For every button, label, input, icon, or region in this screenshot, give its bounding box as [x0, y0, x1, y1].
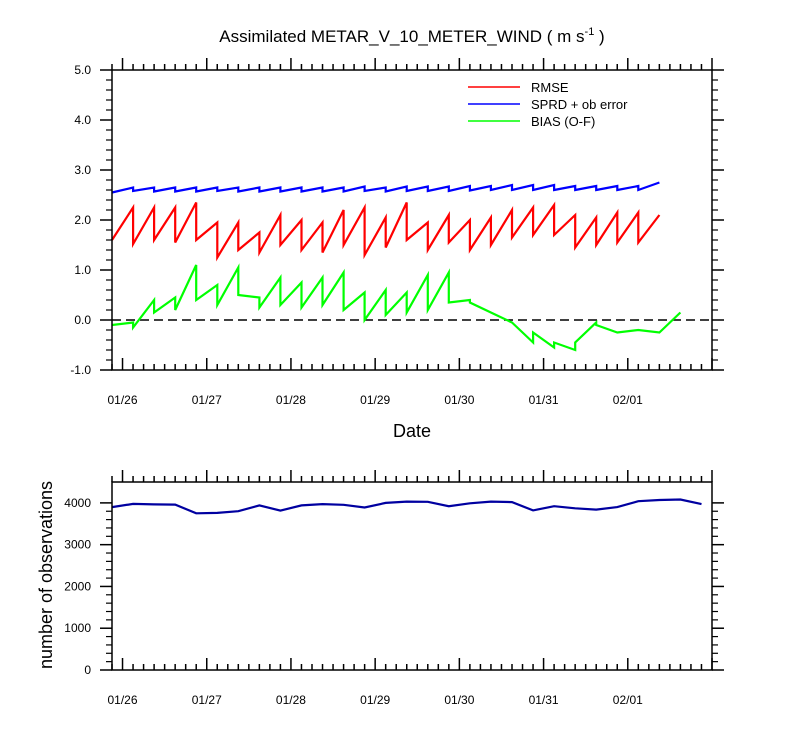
- x-tick-label: 01/28: [276, 693, 306, 707]
- title-text: Assimilated METAR_V_10_METER_WIND ( m s: [219, 27, 584, 46]
- x-tick-label: 01/31: [529, 693, 559, 707]
- bottom-ticks-group: 01/26 01/27 01/28 01/29 01/30 01/31 02/01 0 1000…: [64, 470, 724, 707]
- bottom-plot-frame: [111, 481, 713, 671]
- x-tick-label: 01/30: [444, 393, 474, 407]
- x-tick-label: 02/01: [613, 393, 643, 407]
- legend-label: SPRD + ob error: [531, 97, 628, 112]
- y-tick-label: 0.0: [74, 313, 91, 327]
- y-tick-label: 1.0: [74, 263, 91, 277]
- y-tick-label: 4.0: [74, 113, 91, 127]
- title-superscript: -1: [585, 26, 595, 38]
- series-line-sprd-ob-error: [111, 181, 660, 194]
- x-tick-label: 01/26: [108, 393, 138, 407]
- x-tick-label: 01/29: [360, 393, 390, 407]
- top-plot-frame: [111, 69, 713, 371]
- x-tick-label: 01/29: [360, 693, 390, 707]
- top-series-group: [111, 181, 712, 352]
- bottom-chart-panel: 01/26 01/27 01/28 01/29 01/30 01/31 02/01 0 1000…: [36, 470, 724, 707]
- y-tick-label: 3.0: [74, 163, 91, 177]
- y-tick-label: 1000: [64, 621, 91, 635]
- chart-title: Assimilated METAR_V_10_METER_WIND ( m s-…: [219, 26, 604, 46]
- y-tick-label: 0: [84, 663, 91, 677]
- series-line-number-of-observations: [111, 498, 702, 515]
- y-tick-label: 5.0: [74, 63, 91, 77]
- title-suffix: ): [594, 27, 604, 46]
- y-axis-label: number of observations: [36, 481, 56, 669]
- series-line-rmse: [111, 201, 661, 262]
- legend-label: BIAS (O-F): [531, 114, 595, 129]
- x-tick-label: 01/27: [192, 693, 222, 707]
- x-tick-label: 01/30: [444, 693, 474, 707]
- top-ticks-group: 01/26 01/27 01/28 01/29 01/30 01/31 02/01 -1.0 0…: [70, 58, 724, 407]
- x-tick-label: 01/26: [108, 693, 138, 707]
- x-axis-label: Date: [393, 421, 431, 441]
- y-tick-label: 2000: [64, 579, 91, 593]
- y-tick-label: 2.0: [74, 213, 91, 227]
- y-tick-label: 4000: [64, 496, 91, 510]
- x-tick-label: 01/28: [276, 393, 306, 407]
- x-tick-label: 02/01: [613, 693, 643, 707]
- series-line-bias-o-f: [111, 263, 682, 352]
- bottom-series-group: [111, 498, 702, 515]
- y-tick-label: -1.0: [70, 363, 91, 377]
- x-tick-label: 01/31: [529, 393, 559, 407]
- top-chart-panel: 01/26 01/27 01/28 01/29 01/30 01/31 02/01 -1.0 0…: [70, 58, 724, 441]
- legend: RMSE SPRD + ob error BIAS (O-F): [468, 80, 628, 129]
- y-tick-label: 3000: [64, 538, 91, 552]
- legend-label: RMSE: [531, 80, 569, 95]
- x-tick-label: 01/27: [192, 393, 222, 407]
